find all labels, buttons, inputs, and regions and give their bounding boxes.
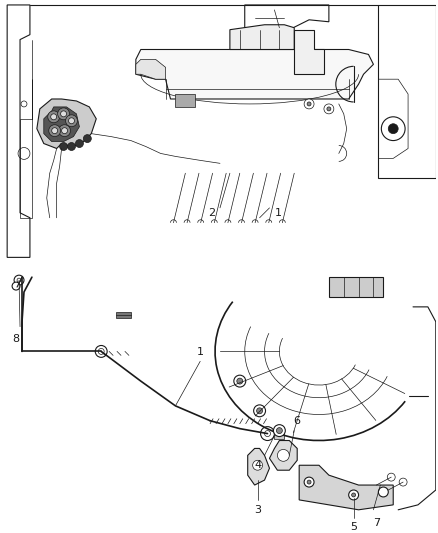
Text: 7: 7 — [373, 518, 380, 528]
Polygon shape — [299, 465, 393, 510]
Circle shape — [67, 142, 75, 150]
Circle shape — [62, 128, 67, 134]
Circle shape — [59, 125, 71, 136]
Circle shape — [352, 493, 356, 497]
Circle shape — [327, 107, 331, 111]
Circle shape — [95, 345, 107, 357]
Polygon shape — [136, 59, 166, 79]
Circle shape — [49, 125, 60, 136]
Circle shape — [75, 140, 83, 148]
Circle shape — [388, 124, 398, 134]
Circle shape — [257, 408, 262, 414]
Circle shape — [254, 405, 265, 417]
Circle shape — [304, 477, 314, 487]
Text: 6: 6 — [294, 416, 301, 426]
Polygon shape — [329, 277, 383, 297]
Circle shape — [234, 375, 246, 387]
Circle shape — [58, 108, 70, 120]
Polygon shape — [269, 440, 297, 470]
Polygon shape — [136, 50, 374, 99]
Text: 1: 1 — [275, 208, 282, 218]
Text: 2: 2 — [208, 208, 215, 218]
Circle shape — [14, 275, 24, 285]
Circle shape — [253, 461, 262, 470]
Circle shape — [60, 111, 67, 117]
Circle shape — [83, 135, 91, 142]
Circle shape — [276, 427, 283, 433]
Polygon shape — [44, 107, 79, 142]
Text: 4: 4 — [254, 461, 261, 470]
Circle shape — [273, 425, 285, 437]
Polygon shape — [176, 94, 195, 107]
Circle shape — [307, 480, 311, 484]
Polygon shape — [275, 429, 284, 439]
Circle shape — [60, 142, 67, 150]
Polygon shape — [248, 448, 269, 485]
Circle shape — [349, 490, 359, 500]
Circle shape — [261, 426, 275, 440]
Circle shape — [387, 473, 395, 481]
Circle shape — [48, 111, 60, 123]
Circle shape — [324, 104, 334, 114]
Circle shape — [399, 478, 407, 486]
Circle shape — [51, 114, 57, 120]
Polygon shape — [37, 99, 96, 149]
Polygon shape — [294, 30, 324, 74]
Circle shape — [66, 115, 78, 127]
Circle shape — [12, 282, 20, 290]
Circle shape — [307, 102, 311, 106]
Text: 8: 8 — [13, 334, 20, 344]
Circle shape — [237, 378, 243, 384]
Circle shape — [378, 487, 388, 497]
Text: 3: 3 — [254, 505, 261, 515]
Circle shape — [52, 128, 58, 134]
Circle shape — [304, 99, 314, 109]
Circle shape — [68, 118, 74, 124]
Text: 1: 1 — [197, 348, 204, 357]
Circle shape — [381, 117, 405, 141]
Polygon shape — [116, 312, 131, 318]
Polygon shape — [230, 25, 294, 50]
Text: 5: 5 — [350, 522, 357, 532]
Circle shape — [277, 449, 289, 461]
